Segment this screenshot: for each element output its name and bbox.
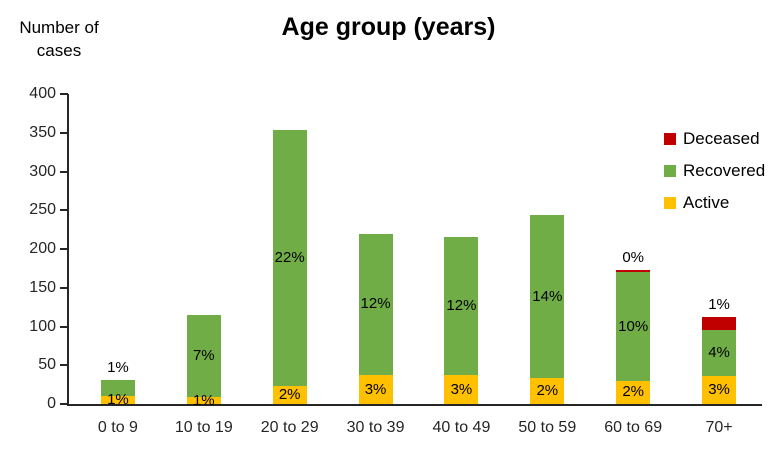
- bar-segment-active-10-to-19: [186, 397, 221, 404]
- bar-slot-10-to-19: 1% 7%: [161, 94, 247, 409]
- data-label-recovered-70+: 4%: [708, 344, 730, 362]
- bar-50-to-59: [530, 214, 565, 404]
- y-tick-label-100: 100: [29, 317, 56, 335]
- bar-segment-recovered-0-to-9: [100, 379, 135, 397]
- x-tick-label-60-to-69: 60 to 69: [604, 419, 663, 436]
- y-tick-mark: [60, 364, 68, 367]
- y-tick-mark: [60, 286, 68, 289]
- legend-item-deceased: Deceased: [664, 128, 765, 149]
- y-tick-mark: [60, 403, 68, 405]
- bar-segment-recovered-30-to-39: [358, 233, 393, 376]
- bar-segment-active-0-to-9: [100, 396, 135, 404]
- x-tick-label-40-to-49: 40 to 49: [432, 419, 491, 436]
- y-tick-mark: [60, 170, 68, 173]
- x-tick-label-30-to-39: 30 to 39: [346, 419, 405, 436]
- x-tick-label-50-to-59: 50 to 59: [518, 419, 577, 436]
- data-label-active-30-to-39: 3%: [364, 380, 387, 398]
- legend-label-deceased: Deceased: [683, 128, 760, 148]
- data-label-recovered-60-to-69: 10%: [618, 317, 649, 335]
- y-tick-mark: [60, 131, 68, 134]
- legend-swatch-deceased: [664, 132, 676, 145]
- legend-swatch-recovered: [664, 164, 676, 177]
- data-label-recovered-20-to-29: 22%: [274, 249, 305, 267]
- y-tick-label-350: 350: [29, 123, 56, 141]
- bar-segment-deceased-70+: [702, 317, 737, 331]
- x-tick-label-0-to-9: 0 to 9: [97, 419, 138, 436]
- data-label-recovered-0-to-9: 1%: [107, 358, 129, 376]
- data-label-active-70+: 3%: [708, 381, 730, 399]
- y-axis-unit-label: Number of cases: [4, 16, 114, 62]
- data-label-recovered-40-to-49: 12%: [446, 297, 477, 315]
- y-tick-label-200: 200: [29, 240, 56, 257]
- bar-segment-recovered-70+: [702, 330, 737, 377]
- y-tick-mark: [60, 93, 68, 95]
- legend-item-recovered: Recovered: [664, 160, 765, 181]
- y-axis-unit-line-2: cases: [36, 41, 82, 60]
- bar-0-to-9: [100, 379, 135, 404]
- bar-segment-recovered-60-to-69: [616, 272, 651, 381]
- x-tick-label-20-to-29: 20 to 29: [260, 419, 319, 436]
- bar-70+: [702, 317, 737, 404]
- x-axis-labels: 0 to 9 10 to 19 20 to 29 30 to 39 40 to 49 50…: [75, 419, 762, 437]
- y-tick-label-50: 50: [38, 356, 56, 374]
- legend-label-recovered: Recovered: [683, 160, 766, 180]
- bar-segment-recovered-20-to-29: [272, 130, 307, 387]
- data-label-active-0-to-9: 1%: [107, 391, 129, 409]
- data-label-deceased-70+: 1%: [708, 296, 730, 314]
- data-label-active-10-to-19: 1%: [192, 391, 215, 409]
- y-tick-mark: [60, 209, 68, 212]
- x-axis-line: [67, 404, 762, 406]
- chart-title: Age group (years): [281, 13, 496, 41]
- bar-segment-active-50-to-59: [530, 378, 565, 404]
- bar-30-to-39: [358, 233, 393, 404]
- y-tick-label-400: 400: [29, 85, 56, 102]
- bar-segment-active-20-to-29: [272, 386, 307, 404]
- data-label-active-40-to-49: 3%: [450, 380, 473, 398]
- x-tick-label-70+: 70+: [705, 419, 733, 436]
- y-tick-mark: [60, 248, 68, 250]
- data-label-active-20-to-29: 2%: [278, 386, 301, 404]
- data-label-recovered-10-to-19: 7%: [192, 346, 215, 364]
- data-label-recovered-50-to-59: 14%: [532, 287, 563, 305]
- bar-slot-70+: 3% 4% 1%: [676, 94, 762, 404]
- bar-slot-50-to-59: 2% 14%: [504, 94, 590, 404]
- legend-swatch-active: [664, 196, 676, 209]
- data-label-deceased-60-to-69: 0%: [622, 248, 645, 266]
- y-tick-mark: [60, 325, 68, 328]
- data-label-active-60-to-69: 2%: [622, 383, 645, 401]
- bar-slot-40-to-49: 3% 12%: [419, 94, 505, 404]
- y-tick-label-150: 150: [29, 278, 56, 296]
- y-axis-line: [67, 94, 69, 406]
- bar-segment-deceased-60-to-69: [616, 269, 651, 273]
- bar-segment-active-40-to-49: [444, 375, 479, 404]
- bar-slot-60-to-69: 2% 10% 0%: [590, 94, 676, 404]
- legend-item-active: Active: [664, 192, 765, 213]
- bar-10-to-19: [186, 314, 221, 404]
- bar-20-to-29: [272, 130, 307, 404]
- y-tick-label-300: 300: [29, 162, 56, 180]
- bar-slot-0-to-9: 1% 1%: [75, 94, 161, 408]
- data-label-recovered-30-to-39: 12%: [360, 295, 391, 313]
- y-axis-unit-line-1: Number of: [19, 18, 99, 37]
- bar-segment-recovered-40-to-49: [444, 237, 479, 376]
- bar-segment-active-60-to-69: [616, 380, 651, 404]
- bar-segment-active-70+: [702, 376, 737, 404]
- bar-segment-recovered-10-to-19: [186, 314, 221, 398]
- y-tick-label-0: 0: [47, 395, 56, 412]
- legend-label-active: Active: [683, 192, 730, 212]
- bar-segment-recovered-50-to-59: [530, 214, 565, 379]
- plot-area: 1% 1% 1% 7% 2% 22% 3% 12% 3% 12% 2% 14% 2% 10% 0% 3% 4% 1…: [75, 94, 762, 409]
- x-tick-label-10-to-19: 10 to 19: [174, 419, 233, 436]
- y-tick-label-250: 250: [29, 201, 56, 219]
- bar-40-to-49: [444, 237, 479, 404]
- data-label-active-50-to-59: 2%: [536, 382, 559, 400]
- bar-slot-20-to-29: 2% 22%: [247, 94, 333, 404]
- legend: Deceased Recovered Active: [664, 128, 765, 224]
- bar-segment-active-30-to-39: [358, 375, 393, 404]
- bar-slot-30-to-39: 3% 12%: [333, 94, 419, 404]
- bar-60-to-69: [616, 269, 651, 404]
